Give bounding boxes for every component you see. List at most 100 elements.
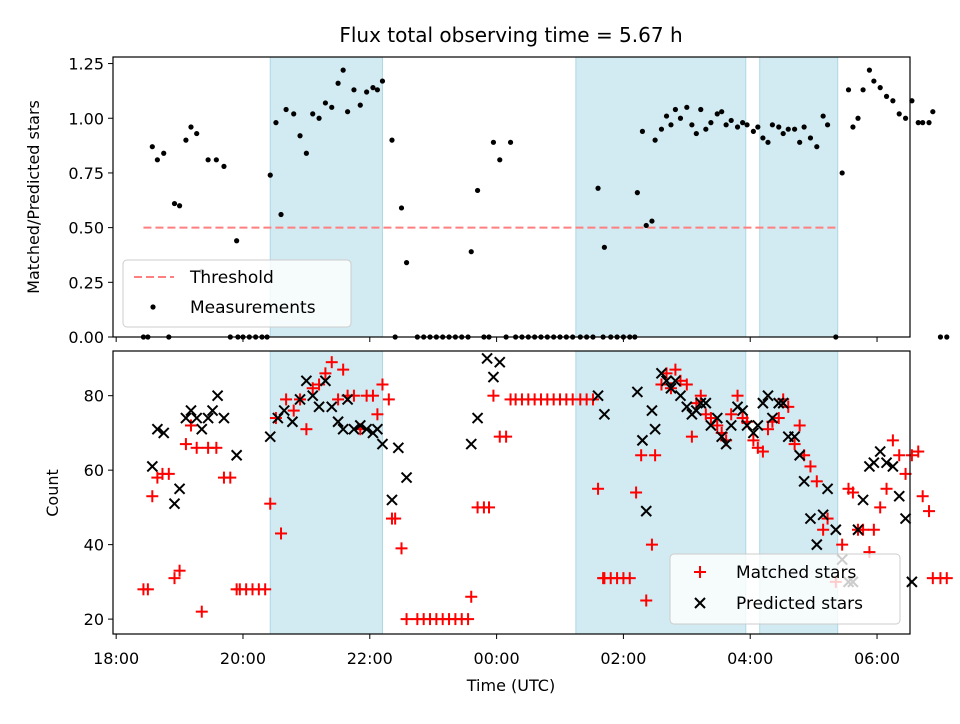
- y-tick-label: 1.00: [68, 109, 104, 128]
- measurement-point: [335, 80, 341, 86]
- matched-point: [940, 572, 953, 585]
- measurement-point: [389, 137, 395, 143]
- matched-point: [395, 542, 408, 555]
- predicted-point: [173, 483, 186, 495]
- measurement-point: [714, 111, 720, 117]
- matched-points: [137, 356, 953, 626]
- predicted-point: [465, 438, 477, 450]
- bottom-y-label: Count: [43, 469, 62, 517]
- measurement-point: [283, 106, 289, 113]
- top-y-label: Matched/Predicted stars: [24, 100, 43, 294]
- matched-point: [756, 445, 769, 458]
- y-tick-label: 0.00: [68, 328, 104, 347]
- x-axis-label: Time (UTC): [466, 676, 555, 695]
- measurement-point: [668, 122, 674, 128]
- predicted-point: [857, 494, 869, 506]
- measurement-point: [468, 249, 474, 255]
- matched-point: [162, 467, 175, 480]
- predicted-point: [695, 397, 707, 409]
- matched-point: [711, 419, 724, 432]
- predicted-point: [817, 509, 829, 521]
- bottom-panel: 20 40 60 80 18:00 20:00 22:00 00:00 02:00 04:00 0…: [43, 350, 953, 695]
- matched-point: [465, 590, 478, 603]
- measurement-point: [719, 109, 725, 115]
- predicted-point: [725, 419, 737, 432]
- measurement-point: [398, 205, 405, 211]
- predicted-point: [736, 404, 749, 417]
- predicted-point: [660, 375, 673, 387]
- predicted-point: [168, 497, 181, 510]
- measurement-point: [698, 106, 704, 113]
- measurement-point: [689, 122, 695, 128]
- predicted-point: [852, 524, 864, 536]
- matched-point: [141, 583, 154, 596]
- matched-point: [694, 389, 707, 402]
- measurement-point: [351, 87, 357, 93]
- matched-point: [146, 490, 159, 503]
- predicted-point: [821, 483, 834, 495]
- measurement-point: [684, 104, 690, 110]
- predicted-point: [788, 430, 801, 443]
- measurement-point: [205, 157, 211, 163]
- predicted-point: [811, 538, 823, 551]
- measurement-point: [902, 115, 909, 121]
- matched-point: [772, 412, 785, 425]
- y-tick-label: 0.75: [68, 164, 104, 183]
- predicted-point: [598, 408, 611, 421]
- measurement-point: [820, 113, 826, 119]
- bottom-x-axis: 18:00 20:00 22:00 00:00 02:00 04:00 06:00: [93, 634, 900, 668]
- measurement-point: [374, 87, 380, 93]
- predicted-point: [906, 576, 918, 588]
- predicted-point: [471, 412, 484, 424]
- matched-point: [635, 449, 648, 462]
- predicted-point: [747, 427, 760, 439]
- measurement-point: [344, 109, 351, 115]
- matched-point: [482, 501, 495, 514]
- measurement-point: [221, 163, 227, 169]
- measurement-point: [708, 120, 714, 126]
- top-panel: 0.00 0.25 0.50 0.75 1.00 1.25 Matched/Predict…: [24, 55, 950, 347]
- y-tick-label: 0.50: [68, 219, 104, 238]
- matched-point: [761, 423, 774, 436]
- measurement-point: [890, 98, 896, 104]
- measurement-point: [845, 87, 852, 93]
- measurement-point: [171, 200, 178, 207]
- measurement-point: [769, 122, 776, 128]
- x-tick-label: 04:00: [727, 649, 773, 668]
- predicted-point: [386, 494, 398, 506]
- matched-point: [269, 412, 282, 425]
- measurement-point: [750, 128, 756, 134]
- measurement-point: [322, 100, 329, 106]
- matched-point: [332, 393, 345, 406]
- legend-matched-swatch: [694, 566, 706, 578]
- top-axes-frame: [112, 56, 911, 338]
- predicted-point: [899, 512, 912, 525]
- measurement-point: [379, 78, 386, 84]
- measurement-point: [213, 157, 219, 163]
- measurement-point: [755, 124, 761, 130]
- predicted-point: [640, 505, 652, 517]
- matched-point: [880, 482, 893, 495]
- predicted-point: [341, 393, 354, 406]
- predicted-point: [762, 389, 774, 402]
- matched-point: [793, 419, 806, 432]
- matched-point: [867, 523, 880, 536]
- matched-point: [817, 523, 830, 536]
- matched-point: [630, 486, 643, 499]
- measurement-point: [860, 87, 866, 93]
- measurement-point: [595, 185, 601, 191]
- matched-point: [280, 393, 293, 406]
- measurement-point: [643, 222, 649, 229]
- predicted-point: [211, 389, 224, 402]
- matched-point: [893, 449, 906, 462]
- predicted-point: [185, 404, 197, 417]
- x-tick-label: 06:00: [854, 649, 900, 668]
- matched-point: [264, 497, 277, 510]
- predicted-point: [151, 423, 164, 435]
- matched-point: [645, 538, 658, 551]
- measurement-point: [814, 144, 820, 150]
- measurement-point: [807, 135, 814, 141]
- matched-point: [731, 389, 744, 402]
- measurement-point: [883, 93, 890, 99]
